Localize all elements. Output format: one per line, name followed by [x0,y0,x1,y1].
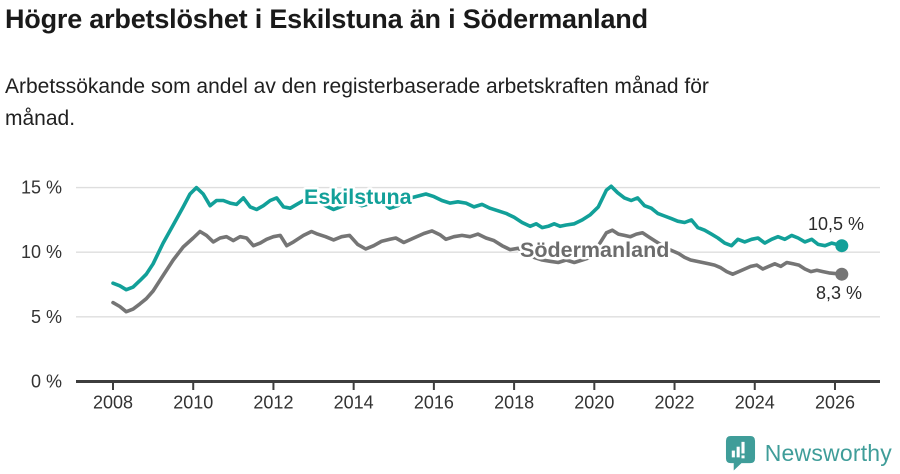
x-tick-label: 2016 [414,393,454,413]
chart-subtitle-line-1: Arbetssökande som andel av den registerb… [5,75,709,98]
y-tick-label: 5 % [31,307,62,327]
logo-bar-chart-glyph [731,441,745,459]
x-tick-label: 2014 [334,393,374,413]
series-end-dot-sodermanland [835,267,849,281]
newsworthy-logo-icon [725,436,755,471]
x-tick-label: 2010 [173,393,213,413]
series-line-sodermanland [111,228,844,314]
value-label-eskilstuna: 10,5 % [808,214,864,234]
series-line-eskilstuna [111,184,844,292]
x-tick-label: 2008 [93,393,133,413]
x-tick-label: 2018 [494,393,534,413]
x-tick-label: 2024 [735,393,775,413]
gridlines [76,186,880,318]
brand-footer: Newsworthy [725,435,892,471]
newsworthy-logo-text: Newsworthy [764,439,892,466]
series-label-sodermanland: Södermanland [520,238,669,262]
x-tick-label: 2022 [655,393,695,413]
series-end-dot-eskilstuna [835,239,849,253]
annotations: Eskilstuna Södermanland 10,5 % 8,3 % [302,183,865,304]
series-label-eskilstuna: Eskilstuna [304,185,413,209]
y-tick-label: 10 % [21,242,62,262]
chart-subtitle-line-2: månad. [5,107,76,130]
x-tick-label: 2026 [815,393,855,413]
y-tick-label: 0 % [31,372,62,392]
x-tick-label: 2012 [253,393,293,413]
value-label-sodermanland: 8,3 % [816,283,862,303]
y-tick-label: 15 % [21,178,62,198]
chart-subtitle: Arbetssökande som andel av den registerb… [5,71,709,135]
x-axis: 2008 2010 2012 2014 2016 2018 2020 2022 2024 2026 [76,380,880,413]
y-axis-labels: 0 % 5 % 10 % 15 % [21,178,62,392]
data-series [111,184,849,314]
chart-title: Högre arbetslöshet i Eskilstuna än i Söd… [5,4,648,34]
x-tick-label: 2020 [574,393,614,413]
